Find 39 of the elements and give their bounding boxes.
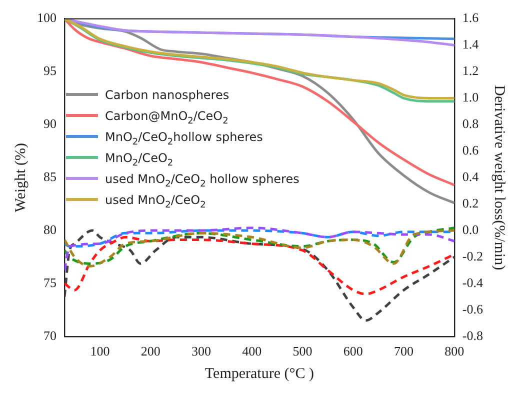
x-tick-label: 100 [90, 344, 110, 359]
y2-tick-label: 0.0 [462, 222, 479, 237]
x-tick-label: 200 [140, 344, 160, 359]
y-tick-label: 70 [44, 328, 56, 343]
x-tick-label: 800 [444, 344, 464, 359]
x-tick-label: 300 [191, 344, 211, 359]
legend-label: MnO$_{2}$/CeO$_{2}$hollow spheres [105, 130, 263, 147]
line-series [64, 236, 454, 296]
y2-tick-label: 0.2 [462, 195, 479, 210]
y2-tick-label: 1.2 [462, 63, 479, 78]
y2-tick-label: 0.4 [462, 169, 480, 184]
y2-tick-label: 1.0 [462, 90, 479, 105]
y2-tick-label: -0.8 [462, 328, 484, 343]
y2-tick-label: -0.2 [462, 248, 484, 264]
legend-label: used MnO$_{2}$/CeO$_{2}$ [105, 192, 206, 210]
y-tick-label: 95 [44, 63, 56, 78]
y-tick-label: 90 [44, 116, 56, 132]
y2-tick-label: 0.6 [462, 142, 480, 158]
x-tick-label: 400 [242, 344, 262, 359]
y2-tick-label: -0.6 [462, 301, 484, 316]
y-tick-label: 85 [44, 169, 56, 184]
y-tick-label: 100 [37, 10, 56, 26]
line-series [64, 229, 454, 322]
y-tick-label: 75 [44, 274, 56, 290]
y2-tick-label: -0.4 [462, 274, 484, 290]
y-tick-label: 80 [44, 222, 56, 237]
legend-label: Carbon@MnO$_{2}$/CeO$_{2}$ [105, 108, 228, 126]
x-tick-label: 700 [394, 344, 414, 359]
x-tick-label: 500 [292, 344, 312, 359]
x-axis-title: Temperature (°C ) [204, 366, 314, 382]
y2-tick-label: 1.6 [462, 10, 480, 26]
legend-label: MnO$_{2}$/CeO$_{2}$ [105, 150, 174, 168]
x-tick-label: 600 [343, 344, 363, 359]
y2-tick-label: 0.8 [462, 116, 479, 132]
legend-label: used MnO$_{2}$/CeO$_{2}$ hollow spheres [105, 172, 300, 189]
y2-tick-label: 1.4 [462, 36, 480, 52]
legend-label: Carbon nanospheres [105, 88, 230, 102]
y2-axis-title: Derivative weight loss(%/min) [491, 85, 508, 270]
y-axis-title: Weight (%) [12, 143, 29, 212]
